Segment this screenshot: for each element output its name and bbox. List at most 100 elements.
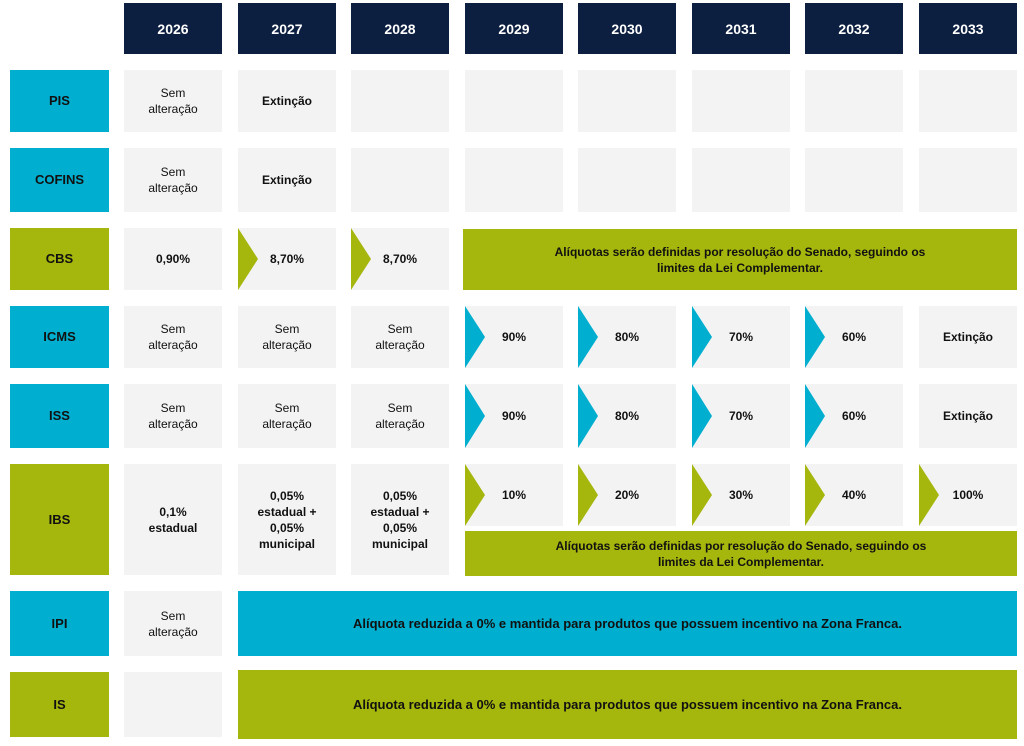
iss-2031: 70% <box>692 384 790 448</box>
ibs-2028: 0,05% estadual + 0,05% municipal <box>351 464 449 575</box>
is-zona-franca-note: Alíquota reduzida a 0% e mantida para pr… <box>238 670 1017 739</box>
icms-2032: 60% <box>805 306 903 368</box>
cell-text: 8,70% <box>269 252 305 266</box>
ipi-2026: Sem alteração <box>124 591 222 656</box>
cell-text: 100% <box>952 488 984 502</box>
step-arrow-icon <box>578 384 598 448</box>
cell-text: Sem alteração <box>148 401 198 431</box>
cell-text: 90% <box>501 330 527 344</box>
cell-text: 0,05% estadual + 0,05% municipal <box>370 488 430 551</box>
cell-text: 30% <box>728 488 754 502</box>
step-arrow-icon <box>465 464 485 526</box>
cell-text: Sem alteração <box>148 608 198 639</box>
row-label-iss: ISS <box>10 384 109 448</box>
is-2026 <box>124 672 222 737</box>
ibs-2029: 10% <box>465 464 563 526</box>
icms-2031: 70% <box>692 306 790 368</box>
year-header-2029: 2029 <box>465 3 563 54</box>
year-header-2028: 2028 <box>351 3 449 54</box>
pis-2026: Sem alteração <box>124 70 222 132</box>
pis-2030 <box>578 70 676 132</box>
cell-text: 0,05% estadual + 0,05% municipal <box>257 488 317 551</box>
iss-2028: Sem alteração <box>351 384 449 448</box>
ibs-2026: 0,1% estadual <box>124 464 222 575</box>
year-header-2030: 2030 <box>578 3 676 54</box>
step-arrow-icon <box>578 306 598 368</box>
icms-2030: 80% <box>578 306 676 368</box>
row-label-ibs: IBS <box>10 464 109 575</box>
year-header-2026: 2026 <box>124 3 222 54</box>
step-arrow-icon <box>692 306 712 368</box>
step-arrow-icon <box>465 306 485 368</box>
step-arrow-icon <box>692 384 712 448</box>
row-label-is: IS <box>10 672 109 737</box>
ipi-zona-franca-note: Alíquota reduzida a 0% e mantida para pr… <box>238 591 1017 656</box>
pis-2027: Extinção <box>238 70 336 132</box>
year-header-2027: 2027 <box>238 3 336 54</box>
cbs-2026: 0,90% <box>124 228 222 290</box>
ibs-2032: 40% <box>805 464 903 526</box>
ibs-2031: 30% <box>692 464 790 526</box>
cell-text: 60% <box>841 330 867 344</box>
step-arrow-icon <box>465 384 485 448</box>
step-arrow-icon <box>351 228 371 290</box>
cbs-senate-note: Alíquotas serão definidas por resolução … <box>463 229 1017 290</box>
ibs-2033: 100% <box>919 464 1017 526</box>
iss-2032: 60% <box>805 384 903 448</box>
ibs-senate-note: Alíquotas serão definidas por resolução … <box>465 531 1017 576</box>
iss-2026: Sem alteração <box>124 384 222 448</box>
cell-text: Sem alteração <box>148 86 198 116</box>
cell-text: Sem alteração <box>375 401 425 431</box>
cell-text: 40% <box>841 488 867 502</box>
cofins-2032 <box>805 148 903 212</box>
icms-2027: Sem alteração <box>238 306 336 368</box>
cofins-2026: Sem alteração <box>124 148 222 212</box>
icms-2029: 90% <box>465 306 563 368</box>
row-label-pis: PIS <box>10 70 109 132</box>
step-arrow-icon <box>692 464 712 526</box>
ibs-note-text: Alíquotas serão definidas por resolução … <box>555 538 927 569</box>
icms-2033: Extinção <box>919 306 1017 368</box>
row-label-cofins: COFINS <box>10 148 109 212</box>
ibs-2030: 20% <box>578 464 676 526</box>
year-header-2032: 2032 <box>805 3 903 54</box>
cbs-note-text: Alíquotas serão definidas por resolução … <box>554 244 926 275</box>
step-arrow-icon <box>805 464 825 526</box>
cell-text: Sem alteração <box>375 322 425 352</box>
year-header-2033: 2033 <box>919 3 1017 54</box>
step-arrow-icon <box>805 306 825 368</box>
cell-text: Sem alteração <box>148 322 198 352</box>
pis-2032 <box>805 70 903 132</box>
cell-text: Sem alteração <box>262 322 312 352</box>
step-arrow-icon <box>805 384 825 448</box>
pis-2033 <box>919 70 1017 132</box>
year-header-2031: 2031 <box>692 3 790 54</box>
cofins-2031 <box>692 148 790 212</box>
cell-text: 60% <box>841 409 867 423</box>
pis-2028 <box>351 70 449 132</box>
cbs-2027: 8,70% <box>238 228 336 290</box>
cell-text: 10% <box>501 488 527 502</box>
cell-text: 70% <box>728 330 754 344</box>
cell-text: 20% <box>614 488 640 502</box>
cell-text: 0,1% estadual <box>148 504 198 535</box>
iss-2027: Sem alteração <box>238 384 336 448</box>
cofins-2030 <box>578 148 676 212</box>
iss-2030: 80% <box>578 384 676 448</box>
cofins-2028 <box>351 148 449 212</box>
cell-text: 8,70% <box>382 252 418 266</box>
pis-2029 <box>465 70 563 132</box>
cbs-2028: 8,70% <box>351 228 449 290</box>
cell-text: 90% <box>501 409 527 423</box>
iss-2029: 90% <box>465 384 563 448</box>
cell-text: 80% <box>614 409 640 423</box>
icms-2028: Sem alteração <box>351 306 449 368</box>
row-label-ipi: IPI <box>10 591 109 656</box>
row-label-icms: ICMS <box>10 306 109 368</box>
cell-text: 70% <box>728 409 754 423</box>
step-arrow-icon <box>578 464 598 526</box>
cell-text: Sem alteração <box>262 401 312 431</box>
ibs-2027: 0,05% estadual + 0,05% municipal <box>238 464 336 575</box>
cell-text: Sem alteração <box>148 165 198 195</box>
cofins-2033 <box>919 148 1017 212</box>
